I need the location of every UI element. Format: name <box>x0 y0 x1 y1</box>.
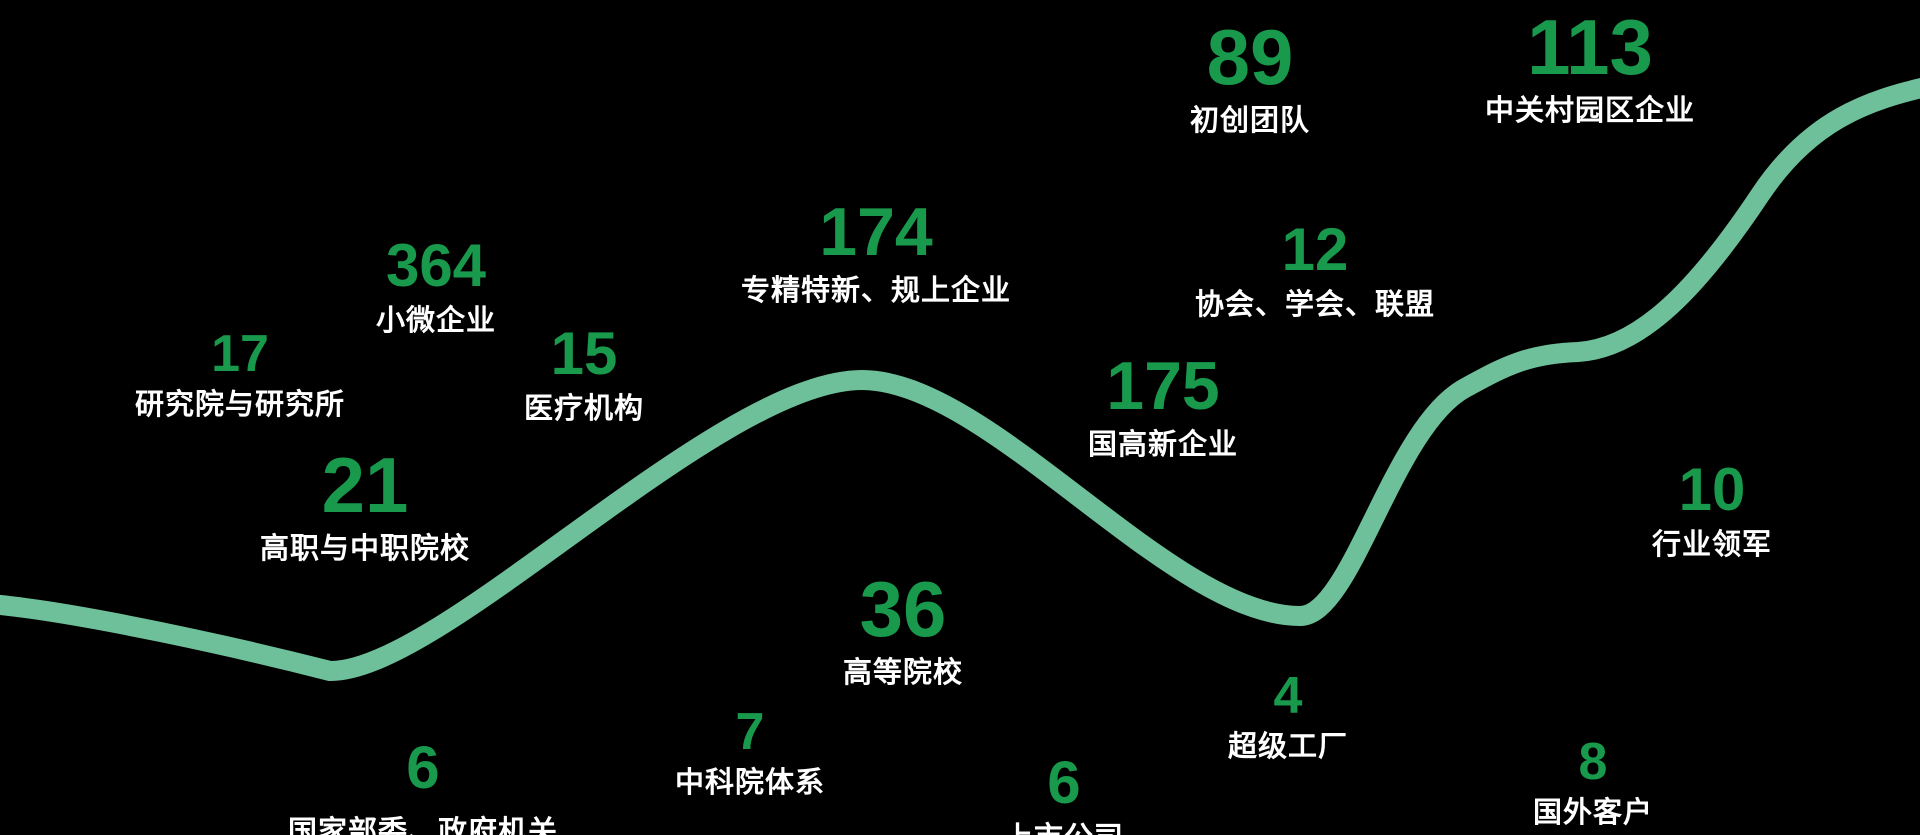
stat-higher-education: 36 高等院校 <box>843 570 963 688</box>
stat-cas-system: 7 中科院体系 <box>675 706 825 798</box>
stat-value: 364 <box>385 232 487 299</box>
stat-value: 7 <box>735 703 765 761</box>
stat-label: 高等院校 <box>842 657 964 689</box>
stat-research-institutes: 17 研究院与研究所 <box>135 328 345 420</box>
stat-value: 12 <box>1281 216 1349 283</box>
stat-value: 113 <box>1527 3 1653 91</box>
stat-label: 国外客户 <box>1532 797 1654 829</box>
stat-label: 中科院体系 <box>674 767 826 799</box>
stat-value: 175 <box>1106 348 1220 424</box>
stat-vocational-colleges: 21 高职与中职院校 <box>260 446 470 564</box>
stat-value: 21 <box>321 441 409 529</box>
stat-label: 研究院与研究所 <box>134 389 346 421</box>
stat-label: 行业领军 <box>1651 529 1773 561</box>
stat-specialized-new-above-scale: 174 专精特新、规上企业 <box>741 198 1011 306</box>
stat-national-high-tech-enterprises: 175 国高新企业 <box>1088 352 1238 460</box>
stat-label: 专精特新、规上企业 <box>740 275 1012 307</box>
stat-value: 174 <box>819 194 933 270</box>
stat-label: 协会、学会、联盟 <box>1194 289 1436 321</box>
stat-small-micro-enterprises: 364 小微企业 <box>376 236 496 336</box>
stat-overseas-clients: 8 国外客户 <box>1533 736 1653 828</box>
stat-value: 4 <box>1273 667 1303 725</box>
stat-label: 国高新企业 <box>1087 429 1239 461</box>
stat-value: 8 <box>1578 733 1608 791</box>
stat-value: 6 <box>1047 749 1081 816</box>
stat-super-factories: 4 超级工厂 <box>1228 670 1348 762</box>
stat-label: 上市公司 <box>1004 824 1124 835</box>
stat-zhongguancun-park-companies: 113 中关村园区企业 <box>1485 8 1695 126</box>
stat-label: 医疗机构 <box>523 393 645 425</box>
stat-label: 国家部委、政府机关 <box>287 816 559 835</box>
stat-value: 17 <box>211 325 269 383</box>
stat-medical-institutions: 15 医疗机构 <box>524 324 644 424</box>
stat-value: 36 <box>859 565 947 653</box>
stat-listed-companies: 6 上市公司 <box>1004 753 1124 835</box>
stat-value: 15 <box>550 320 618 387</box>
growth-curve-path <box>0 78 1920 682</box>
stat-label: 高职与中职院校 <box>259 533 471 565</box>
stat-value: 6 <box>406 734 440 801</box>
stat-label: 小微企业 <box>375 305 497 337</box>
stat-ministries-government: 6 国家部委、政府机关 <box>288 738 558 835</box>
stat-value: 89 <box>1206 13 1294 101</box>
stat-label: 超级工厂 <box>1227 731 1349 763</box>
stat-associations-societies-alliances: 12 协会、学会、联盟 <box>1195 220 1435 320</box>
stat-label: 初创团队 <box>1189 105 1311 137</box>
stat-industry-leaders: 10 行业领军 <box>1652 460 1772 560</box>
stat-value: 10 <box>1678 456 1746 523</box>
stat-startup-teams: 89 初创团队 <box>1190 18 1310 136</box>
stat-label: 中关村园区企业 <box>1484 95 1696 127</box>
